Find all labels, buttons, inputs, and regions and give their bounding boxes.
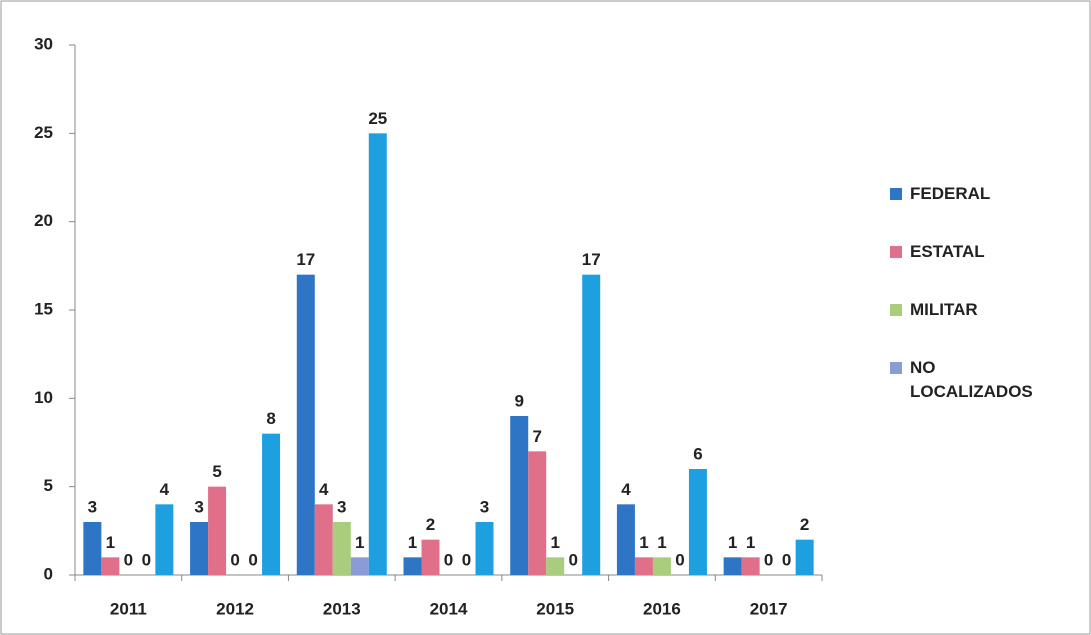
bar xyxy=(510,416,529,575)
y-tick-label: 5 xyxy=(44,476,53,495)
bar xyxy=(795,539,814,575)
value-label: 2 xyxy=(800,515,809,534)
bar xyxy=(421,539,440,575)
value-label: 9 xyxy=(514,391,523,410)
x-tick-label: 2014 xyxy=(430,599,468,618)
value-label: 17 xyxy=(296,250,315,269)
value-label: 1 xyxy=(408,533,417,552)
value-label: 4 xyxy=(621,480,631,499)
x-tick-label: 2013 xyxy=(323,599,361,618)
bar xyxy=(616,504,635,575)
value-label: 1 xyxy=(746,533,755,552)
legend-label: FEDERAL xyxy=(910,184,991,203)
value-label: 0 xyxy=(462,550,471,569)
value-label: 1 xyxy=(728,533,737,552)
x-tick-label: 2015 xyxy=(536,599,574,618)
value-label: 25 xyxy=(368,109,387,128)
bar xyxy=(546,557,565,575)
y-tick-label: 10 xyxy=(34,388,53,407)
value-label: 0 xyxy=(568,550,577,569)
value-label: 1 xyxy=(639,533,648,552)
value-label: 5 xyxy=(212,462,221,481)
value-label: 1 xyxy=(355,533,364,552)
bar xyxy=(688,469,707,575)
bar xyxy=(314,504,333,575)
value-label: 0 xyxy=(444,550,453,569)
value-label: 0 xyxy=(675,550,684,569)
value-label: 3 xyxy=(88,497,97,516)
legend-label: NO LOCALIZADOS xyxy=(910,358,1033,401)
bar xyxy=(332,522,351,575)
bar xyxy=(403,557,422,575)
legend-swatch xyxy=(890,246,902,258)
value-label: 4 xyxy=(319,480,329,499)
value-label: 1 xyxy=(550,533,559,552)
bar xyxy=(296,274,315,575)
legend-swatch xyxy=(890,362,902,374)
bar xyxy=(741,557,760,575)
value-label: 17 xyxy=(582,250,601,269)
bar xyxy=(155,504,174,575)
legend: FEDERAL ESTATAL MILITAR NO LOCALIZADOS xyxy=(890,182,1060,438)
bar xyxy=(528,451,547,575)
value-label: 3 xyxy=(337,497,346,516)
value-label: 4 xyxy=(160,480,170,499)
x-tick-label: 2016 xyxy=(643,599,681,618)
y-tick-label: 0 xyxy=(44,564,53,583)
x-tick-label: 2017 xyxy=(750,599,788,618)
bar xyxy=(368,133,387,576)
value-label: 0 xyxy=(782,550,791,569)
value-label: 6 xyxy=(693,444,702,463)
legend-swatch xyxy=(890,188,902,200)
legend-item: MILITAR xyxy=(890,298,1060,322)
y-tick-label: 30 xyxy=(34,34,53,53)
bar xyxy=(582,274,601,575)
value-label: 0 xyxy=(764,550,773,569)
legend-item: NO LOCALIZADOS xyxy=(890,356,1060,404)
x-tick-label: 2012 xyxy=(216,599,254,618)
legend-label: MILITAR xyxy=(910,300,978,319)
value-label: 2 xyxy=(426,515,435,534)
bar xyxy=(634,557,653,575)
value-label: 3 xyxy=(194,497,203,516)
legend-item: ESTATAL xyxy=(890,240,1060,264)
y-tick-label: 15 xyxy=(34,299,53,318)
bar xyxy=(101,557,120,575)
bar xyxy=(723,557,742,575)
bar xyxy=(475,522,494,575)
value-label: 1 xyxy=(657,533,666,552)
y-tick-label: 25 xyxy=(34,123,53,142)
legend-swatch xyxy=(890,304,902,316)
value-label: 8 xyxy=(266,409,275,428)
bar xyxy=(652,557,671,575)
bar xyxy=(83,522,102,575)
value-label: 0 xyxy=(124,550,133,569)
value-label: 1 xyxy=(106,533,115,552)
legend-item: FEDERAL xyxy=(890,182,1060,206)
y-tick-label: 20 xyxy=(34,211,53,230)
bar xyxy=(208,486,227,575)
bar xyxy=(190,522,209,575)
bar xyxy=(350,557,369,575)
x-tick-label: 2011 xyxy=(110,599,147,618)
value-label: 0 xyxy=(230,550,239,569)
legend-label: ESTATAL xyxy=(910,242,985,261)
value-label: 0 xyxy=(248,550,257,569)
value-label: 0 xyxy=(142,550,151,569)
bar xyxy=(262,433,281,575)
value-label: 3 xyxy=(480,497,489,516)
value-label: 7 xyxy=(532,427,541,446)
